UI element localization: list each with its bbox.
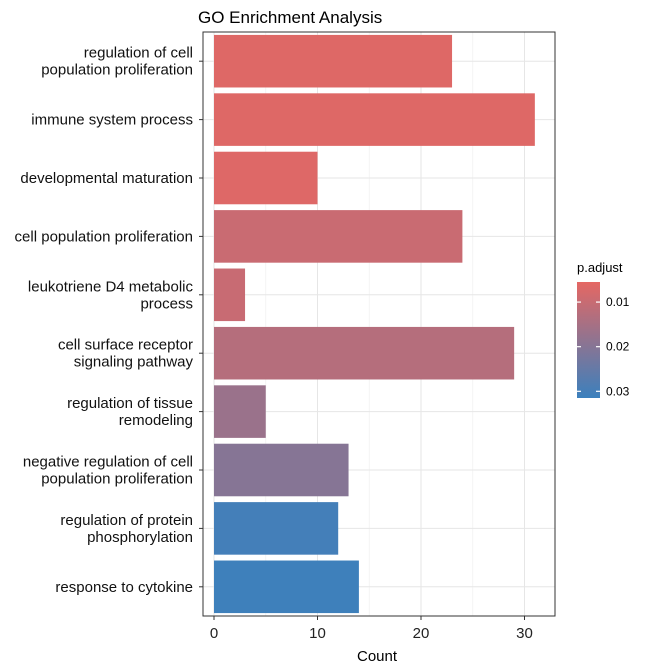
category-label: leukotriene D4 metabolic (28, 278, 194, 295)
category-label: cell surface receptor (58, 337, 193, 354)
x-tick-label: 30 (516, 625, 533, 642)
category-label: signaling pathway (74, 354, 194, 371)
category-label: regulation of tissue (67, 395, 193, 412)
category-label: remodeling (119, 412, 193, 429)
x-axis-ticks: 0 10 20 30 (210, 616, 533, 642)
legend-tick-label: 0.03 (606, 384, 630, 398)
legend-colorbar (577, 282, 600, 398)
bar (214, 151, 318, 205)
legend-ticks: 0.01 0.02 0.03 (577, 295, 630, 398)
p-adjust-legend: p.adjust 0.01 0.02 0.03 (577, 260, 630, 398)
bar (214, 502, 339, 555)
legend-tick-label: 0.02 (606, 340, 630, 354)
category-label: population proliferation (41, 62, 193, 79)
bar (214, 34, 453, 88)
x-tick-label: 0 (210, 625, 218, 642)
bar (214, 93, 535, 146)
legend-title: p.adjust (577, 260, 623, 275)
chart-title: GO Enrichment Analysis (198, 8, 382, 27)
category-label: phosphorylation (87, 529, 193, 546)
bars (214, 34, 535, 614)
category-label: process (140, 295, 193, 312)
category-label: cell population proliferation (15, 228, 193, 245)
category-label: response to cytokine (55, 579, 193, 596)
x-tick-label: 10 (309, 625, 326, 642)
category-label: regulation of cell (84, 45, 193, 62)
category-label: regulation of protein (60, 512, 193, 529)
bar (214, 210, 463, 263)
category-label: population proliferation (41, 471, 193, 488)
legend-tick-label: 0.01 (606, 295, 630, 309)
x-tick-label: 20 (413, 625, 430, 642)
bar (214, 326, 515, 380)
plot-border (202, 31, 556, 617)
bar (214, 268, 246, 322)
category-label: immune system process (31, 112, 193, 129)
category-label: negative regulation of cell (23, 454, 193, 471)
category-label: developmental maturation (20, 170, 193, 187)
x-axis-title: Count (357, 648, 398, 665)
bar (214, 443, 349, 497)
bar (214, 385, 266, 438)
bar (214, 560, 359, 614)
